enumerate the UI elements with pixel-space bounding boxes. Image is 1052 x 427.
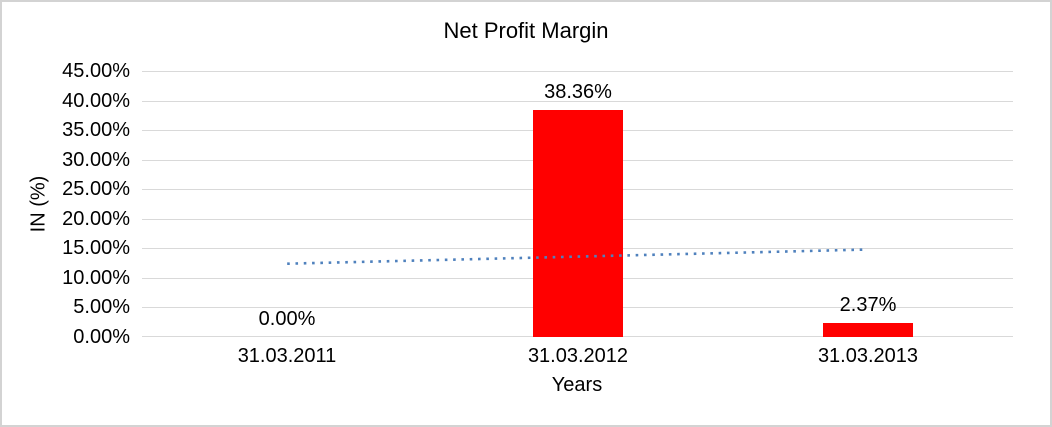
y-tick-label: 10.00% (62, 267, 130, 289)
plot-area: 0.00% 38.36% 2.37% (142, 71, 1013, 337)
y-tick-label: 30.00% (62, 149, 130, 171)
gridline (142, 71, 1013, 72)
y-tick-label: 40.00% (62, 90, 130, 112)
bar-31.03.2012 (533, 110, 623, 337)
bar-data-label: 0.00% (258, 308, 316, 330)
gridline (142, 101, 1013, 102)
x-axis-tick-labels: 31.03.2011 31.03.2012 31.03.2013 (142, 345, 1013, 371)
x-tick-label: 31.03.2012 (527, 345, 629, 367)
y-tick-label: 0.00% (73, 326, 130, 348)
x-tick-label: 31.03.2013 (817, 345, 919, 367)
y-axis-tick-labels: 0.00% 5.00% 10.00% 15.00% 20.00% 25.00% 30.00%… (2, 61, 130, 347)
y-tick-label: 25.00% (62, 178, 130, 200)
bar-31.03.2013 (823, 323, 913, 337)
y-tick-label: 5.00% (73, 296, 130, 318)
chart-title: Net Profit Margin (443, 18, 609, 43)
x-tick-label: 31.03.2011 (237, 345, 337, 367)
y-tick-label: 20.00% (62, 208, 130, 230)
y-tick-label: 35.00% (62, 119, 130, 141)
x-axis-title: Years (551, 374, 603, 396)
y-tick-label: 45.00% (62, 60, 130, 82)
bar-data-label: 38.36% (544, 81, 612, 103)
bar-data-label: 2.37% (839, 294, 897, 316)
y-tick-label: 15.00% (62, 237, 130, 259)
